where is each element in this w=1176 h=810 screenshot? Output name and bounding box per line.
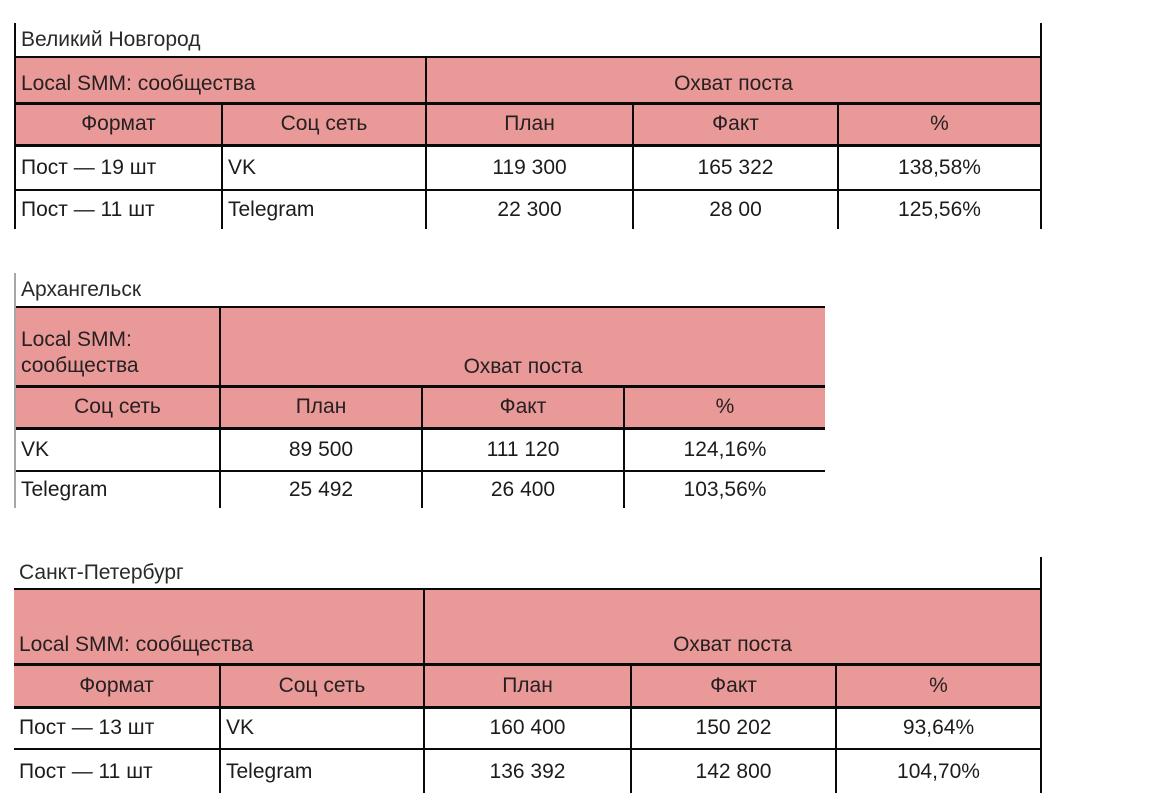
smm-table-veliky-novgorod: Local SMM: сообщества Охват поста Формат… bbox=[16, 56, 1040, 229]
cell-format: Пост — 13 шт bbox=[14, 707, 221, 750]
col-header-format: Формат bbox=[16, 103, 223, 147]
col-header-percent: % bbox=[624, 386, 825, 430]
cell-format: Пост — 11 шт bbox=[14, 749, 221, 793]
cell-plan: 119 300 bbox=[426, 145, 635, 191]
table-row: Пост — 13 шт VK 160 400 150 202 93,64% bbox=[14, 707, 1040, 750]
cell-fact: 26 400 bbox=[422, 471, 625, 508]
col-header-percent: % bbox=[836, 664, 1040, 709]
cell-fact: 165 322 bbox=[633, 145, 840, 191]
cell-percent: 138,58% bbox=[838, 145, 1040, 191]
cell-network: Telegram bbox=[222, 190, 428, 229]
cell-format: Пост — 19 шт bbox=[16, 145, 223, 191]
group-header-local-smm: Local SMM: сообщества bbox=[16, 306, 221, 388]
group-header-local-smm: Local SMM: сообщества bbox=[16, 56, 428, 105]
col-header-plan: План bbox=[426, 103, 635, 147]
group-header-reach: Охват поста bbox=[220, 306, 825, 388]
section-saint-petersburg: Санкт-Петербург Local SMM: сообщества Ох… bbox=[14, 557, 1042, 793]
table-row: Telegram 25 492 26 400 103,56% bbox=[16, 471, 825, 508]
cell-plan: 160 400 bbox=[424, 707, 633, 750]
cell-plan: 136 392 bbox=[424, 749, 633, 793]
section-arkhangelsk: Архангельск Local SMM: сообщества Охват … bbox=[14, 273, 825, 508]
col-header-format: Формат bbox=[14, 664, 221, 709]
table-row: Пост — 11 шт Telegram 22 300 28 00 125,5… bbox=[16, 190, 1040, 229]
smm-table-arkhangelsk: Local SMM: сообщества Охват поста Соц се… bbox=[16, 306, 825, 508]
cell-fact: 28 00 bbox=[633, 190, 840, 229]
table-row: Пост — 11 шт Telegram 136 392 142 800 10… bbox=[14, 749, 1040, 793]
city-title-veliky-novgorod: Великий Новгород bbox=[21, 27, 201, 51]
cell-plan: 89 500 bbox=[220, 428, 423, 472]
cell-network: Telegram bbox=[16, 471, 221, 508]
cell-percent: 103,56% bbox=[683, 478, 767, 501]
table-row: VK 89 500 111 120 124,16% bbox=[16, 428, 825, 472]
col-header-plan: План bbox=[220, 386, 423, 430]
col-header-network: Соц сеть bbox=[220, 664, 426, 709]
col-header-fact: Факт bbox=[422, 386, 625, 430]
col-header-plan: План bbox=[424, 664, 633, 709]
group-header-local-smm: Local SMM: сообщества bbox=[14, 588, 426, 666]
cell-plan: 25 492 bbox=[220, 471, 423, 508]
section-veliky-novgorod: Великий Новгород Local SMM: сообщества О… bbox=[14, 23, 1042, 229]
col-header-fact: Факт bbox=[631, 664, 838, 709]
cell-network: VK bbox=[16, 428, 221, 472]
col-header-percent: % bbox=[838, 103, 1040, 147]
cell-fact: 111 120 bbox=[422, 428, 625, 472]
cell-network: VK bbox=[220, 707, 426, 750]
city-title-arkhangelsk: Архангельск bbox=[21, 277, 142, 301]
cell-plan: 22 300 bbox=[426, 190, 635, 229]
cell-percent: 93,64% bbox=[836, 707, 1040, 750]
col-header-fact: Факт bbox=[633, 103, 840, 147]
group-header-reach: Охват поста bbox=[424, 588, 1040, 666]
cell-network: VK bbox=[222, 145, 428, 191]
cell-fact: 150 202 bbox=[631, 707, 838, 750]
group-header-reach: Охват поста bbox=[426, 56, 1040, 105]
cell-percent: 124,16% bbox=[624, 428, 825, 472]
col-header-network: Соц сеть bbox=[16, 386, 221, 430]
cell-format: Пост — 11 шт bbox=[16, 190, 223, 229]
col-header-network: Соц сеть bbox=[222, 103, 428, 147]
smm-table-saint-petersburg: Local SMM: сообщества Охват поста Формат… bbox=[14, 588, 1040, 793]
city-title-saint-petersburg: Санкт-Петербург bbox=[19, 560, 184, 584]
table-row: Пост — 19 шт VK 119 300 165 322 138,58% bbox=[16, 145, 1040, 191]
cell-percent: 125,56% bbox=[898, 198, 981, 221]
cell-network: Telegram bbox=[220, 749, 426, 793]
cell-fact: 142 800 bbox=[631, 749, 838, 793]
cell-percent: 104,70% bbox=[897, 759, 980, 783]
